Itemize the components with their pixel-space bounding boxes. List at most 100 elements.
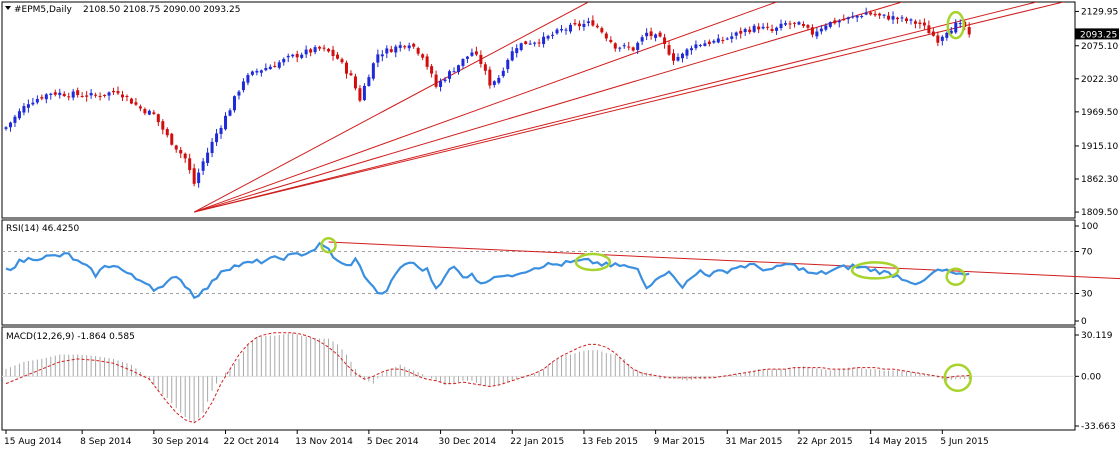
chevron-down-icon bbox=[5, 6, 11, 10]
candle-bear bbox=[143, 109, 147, 114]
candle-bull bbox=[680, 53, 684, 59]
candle-bear bbox=[40, 97, 44, 99]
candle-bear bbox=[806, 25, 810, 28]
candle-bull bbox=[815, 31, 819, 37]
price-axis-tick-label: 1969.50 bbox=[1081, 108, 1118, 118]
candle-bull bbox=[515, 48, 519, 54]
candle-bull bbox=[465, 56, 469, 59]
candle-bear bbox=[112, 90, 116, 93]
candle-bull bbox=[945, 32, 949, 38]
candle-bear bbox=[116, 91, 120, 94]
candle-bull bbox=[501, 70, 505, 77]
rsi-trend-line bbox=[328, 241, 1120, 280]
candle-bear bbox=[358, 88, 362, 101]
candle-bear bbox=[129, 98, 133, 104]
price-axis-tick-label: 2075.10 bbox=[1081, 42, 1118, 52]
candle-bear bbox=[873, 13, 877, 16]
candle-bull bbox=[237, 91, 241, 96]
candle-bear bbox=[421, 54, 425, 58]
macd-highlight-circle bbox=[943, 363, 973, 393]
candle-bear bbox=[600, 28, 604, 33]
candle-bull bbox=[586, 21, 590, 24]
candle-bear bbox=[62, 93, 66, 97]
candle-bull bbox=[622, 45, 626, 47]
candle-bear bbox=[53, 92, 57, 95]
candle-bear bbox=[434, 74, 438, 87]
candle-bear bbox=[156, 114, 160, 123]
candle-bull bbox=[22, 106, 26, 113]
candle-bull bbox=[564, 29, 568, 31]
candle-bull bbox=[676, 56, 680, 61]
candle-bull bbox=[255, 70, 259, 73]
ohlc-values: 2108.50 2108.75 2090.00 2093.25 bbox=[83, 5, 240, 15]
candle-bull bbox=[250, 71, 254, 75]
rsi-axis-tick-label: 70 bbox=[1081, 248, 1093, 258]
macd-axis[interactable]: 30.119 0.00 -33.663 bbox=[1075, 331, 1116, 432]
candle-bull bbox=[219, 127, 223, 134]
candle-bear bbox=[672, 53, 676, 61]
candle-bear bbox=[474, 51, 478, 55]
price-highlight-circle bbox=[946, 10, 966, 40]
candle-bull bbox=[58, 92, 62, 96]
price-axis-tick-label: 1809.50 bbox=[1081, 208, 1118, 218]
candle-bear bbox=[707, 41, 711, 44]
candle-bear bbox=[801, 23, 805, 27]
candle-bear bbox=[85, 95, 89, 97]
time-tick-label: 13 Nov 2014 bbox=[295, 437, 353, 447]
current-price-label: 2093.25 bbox=[1075, 28, 1119, 40]
candle-bull bbox=[730, 36, 734, 39]
candle-bull bbox=[743, 29, 747, 33]
candle-bear bbox=[770, 28, 774, 32]
candle-bear bbox=[792, 22, 796, 24]
candle-bull bbox=[797, 22, 801, 25]
candle-bear bbox=[658, 32, 662, 37]
time-tick-label: 31 Mar 2015 bbox=[725, 437, 782, 447]
candle-bull bbox=[300, 54, 304, 58]
candle-bull bbox=[49, 93, 53, 95]
candle-bull bbox=[689, 48, 693, 51]
candle-bear bbox=[188, 158, 192, 171]
candle-bear bbox=[721, 39, 725, 41]
candle-bear bbox=[331, 49, 335, 56]
candle-bull bbox=[640, 37, 644, 42]
candle-bull bbox=[568, 24, 572, 32]
time-axis[interactable]: 15 Aug 2014 8 Sep 2014 30 Sep 2014 22 Oct 2… bbox=[4, 430, 989, 447]
candle-bull bbox=[819, 28, 823, 32]
candle-bull bbox=[940, 36, 944, 41]
candle-bear bbox=[125, 95, 129, 97]
candle-bull bbox=[380, 54, 384, 57]
candle-bear bbox=[766, 26, 770, 28]
candle-bull bbox=[846, 17, 850, 20]
candle-bull bbox=[385, 48, 389, 54]
candle-bear bbox=[340, 59, 344, 63]
candle-bear bbox=[595, 25, 599, 28]
price-axis[interactable]: 2129.95 2075.10 2022.30 1969.50 1915.10 1862.… bbox=[1075, 7, 1118, 218]
candles-series bbox=[4, 7, 971, 188]
candle-bull bbox=[17, 111, 21, 119]
candle-bear bbox=[896, 17, 900, 20]
rsi-highlight-circle bbox=[945, 267, 967, 286]
candle-bear bbox=[904, 18, 908, 22]
macd-axis-tick-label: 0.00 bbox=[1081, 372, 1101, 382]
candle-bear bbox=[967, 27, 971, 35]
candle-bear bbox=[613, 43, 617, 49]
candle-bear bbox=[936, 35, 940, 43]
candle-bear bbox=[524, 41, 528, 44]
candle-bull bbox=[439, 81, 443, 87]
time-tick-label: 13 Feb 2015 bbox=[582, 437, 638, 447]
candle-bear bbox=[161, 121, 165, 130]
candle-bear bbox=[76, 90, 80, 96]
macd-axis-tick-label: -33.663 bbox=[1081, 422, 1116, 432]
rsi-axis[interactable]: 100 70 30 0 bbox=[1075, 222, 1098, 327]
candle-bear bbox=[322, 47, 326, 49]
rsi-panel[interactable] bbox=[1, 219, 1076, 326]
candle-bear bbox=[748, 29, 752, 33]
candle-bear bbox=[479, 54, 483, 64]
candle-bull bbox=[882, 14, 886, 16]
macd-signal bbox=[5, 332, 970, 424]
candle-bull bbox=[645, 32, 649, 37]
candle-bull bbox=[703, 43, 707, 46]
candle-bear bbox=[425, 56, 429, 67]
candle-bear bbox=[842, 19, 846, 21]
